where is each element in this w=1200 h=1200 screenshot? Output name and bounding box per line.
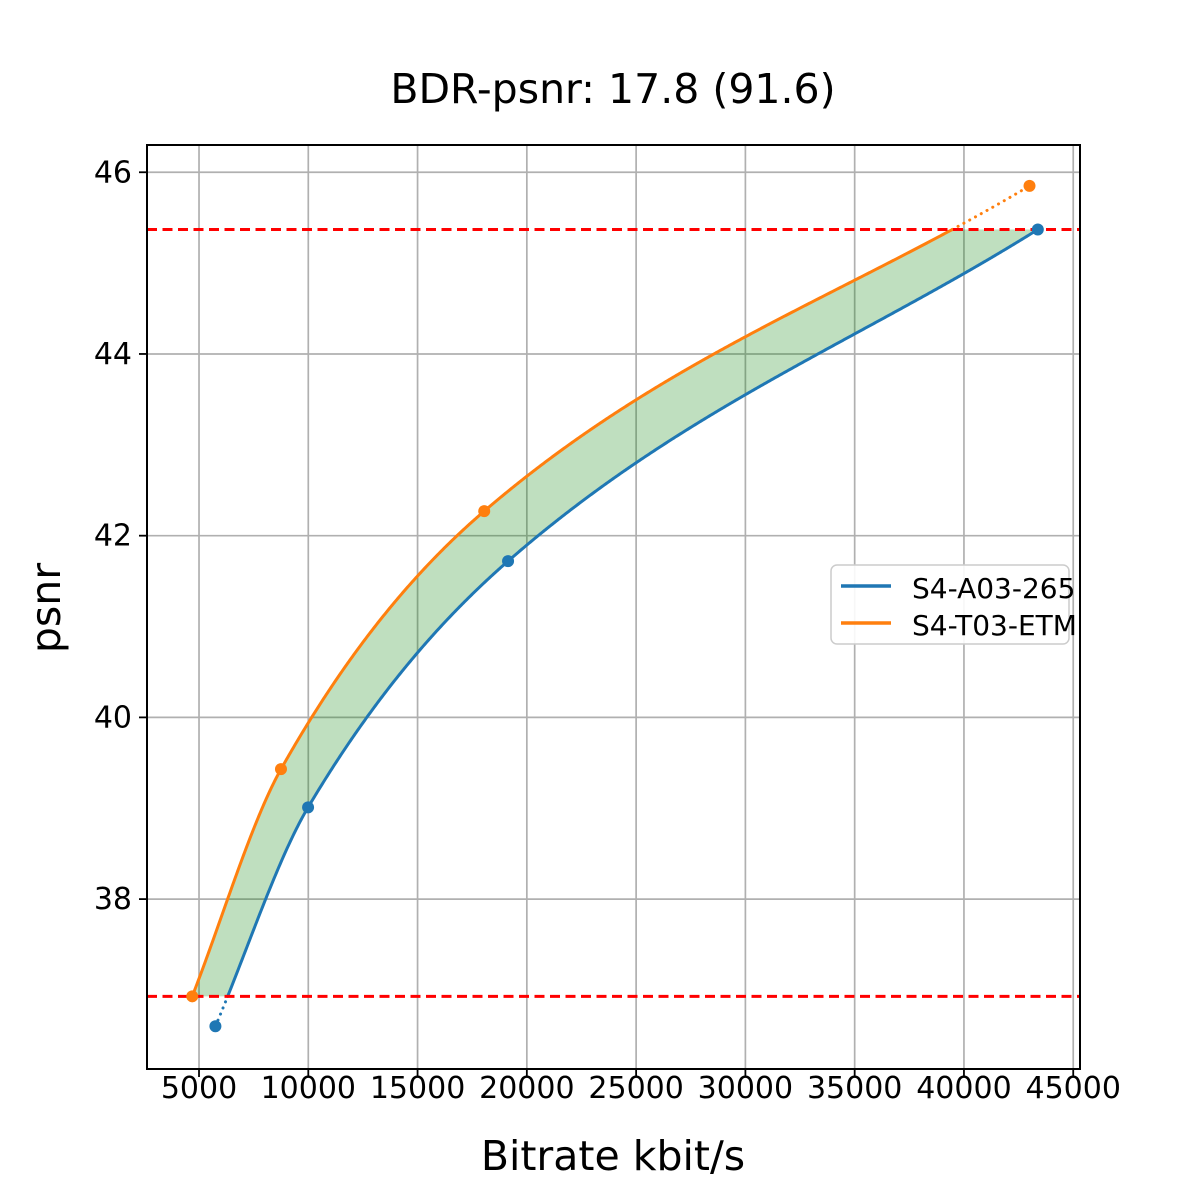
gridlines <box>147 145 1080 1069</box>
x-tick-label: 15000 <box>370 1071 465 1106</box>
legend-label: S4-T03-ETM <box>912 609 1077 642</box>
y-tick-label: 40 <box>94 700 132 735</box>
legend-label: S4-A03-265 <box>912 572 1075 605</box>
x-axis-label: Bitrate kbit/s <box>481 1132 745 1180</box>
data-point-s4-a03-265 <box>209 1020 222 1033</box>
curve-s4-a03-265 <box>226 228 1040 998</box>
chart-title: BDR-psnr: 17.8 (91.6) <box>390 65 835 113</box>
x-tick-label: 35000 <box>807 1071 902 1106</box>
data-point-s4-a03-265 <box>1031 223 1044 236</box>
data-point-s4-t03-etm <box>186 990 199 1003</box>
curve-dotted-s4-t03-etm <box>950 184 1032 231</box>
x-tick-label: 25000 <box>588 1071 683 1106</box>
plot-border <box>146 144 1081 1070</box>
y-tick-label: 46 <box>94 155 132 190</box>
curve-s4-t03-etm <box>190 228 954 998</box>
y-axis-label: psnr <box>22 563 70 653</box>
data-point-s4-t03-etm <box>1023 179 1036 192</box>
y-tick-label: 42 <box>94 519 132 554</box>
x-tick-label: 40000 <box>916 1071 1011 1106</box>
x-tick-label: 45000 <box>1026 1071 1121 1106</box>
x-tick-label: 30000 <box>698 1071 793 1106</box>
x-tick-label: 5000 <box>161 1071 237 1106</box>
psnr-bound-lines <box>147 227 1080 998</box>
data-point-s4-a03-265 <box>302 801 315 814</box>
data-point-markers <box>186 179 1044 1033</box>
data-point-s4-t03-etm <box>478 505 491 518</box>
legend: S4-A03-265 S4-T03-ETM <box>830 564 1077 645</box>
x-tick-label: 20000 <box>479 1071 574 1106</box>
data-point-s4-t03-etm <box>274 763 287 776</box>
x-tick-label: 10000 <box>261 1071 356 1106</box>
y-tick-label: 44 <box>94 337 132 372</box>
axis-ticks: 5000 10000 15000 20000 25000 30000 35000 40000 4… <box>94 155 1121 1106</box>
y-tick-label: 38 <box>94 882 132 917</box>
data-point-s4-a03-265 <box>502 555 515 568</box>
